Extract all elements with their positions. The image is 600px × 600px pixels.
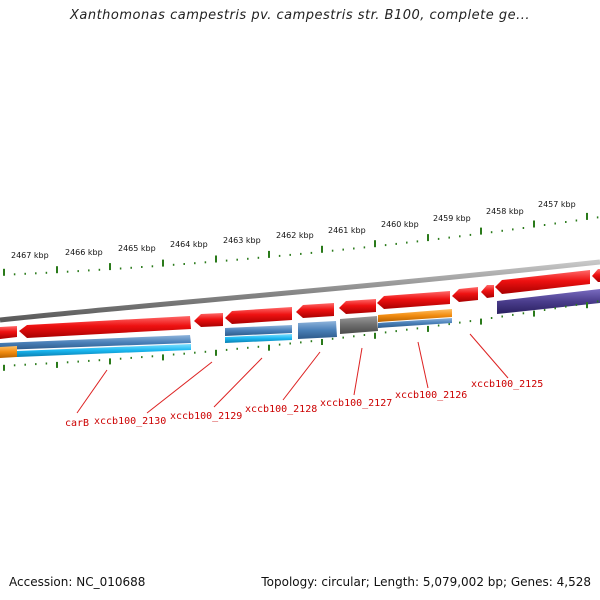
ruler-label: 2467 kbp [11,251,49,260]
feature-rows [0,289,600,358]
gene-arrow[interactable] [19,316,191,338]
cds-bar[interactable] [225,325,292,336]
gene-labels: carB xccb100_2130 xccb100_2129 xccb100_2… [65,379,543,429]
leader-line [417,341,429,389]
gene-arrow[interactable] [377,291,450,309]
leader-line [76,369,108,414]
gene-label-xccb100-2128[interactable]: xccb100_2128 [245,404,317,415]
cds-bar[interactable] [0,346,17,358]
leader-line [469,333,509,379]
backbone-track [0,259,600,323]
ruler-label: 2465 kbp [118,244,156,253]
ruler-label: 2458 kbp [486,207,524,216]
cds-bar[interactable] [378,309,452,322]
gene-label-xccb100-2127[interactable]: xccb100_2127 [320,398,392,409]
ruler-labels: 2467 kbp 2466 kbp 2465 kbp 2464 kbp 2463… [11,200,576,260]
cds-bar[interactable] [0,335,191,350]
leader-line [213,357,263,408]
gene-label-xccb100-2126[interactable]: xccb100_2126 [395,390,467,401]
gene-arrow[interactable] [296,303,334,318]
gene-arrow[interactable] [481,285,494,298]
gene-label-xccb100-2130[interactable]: xccb100_2130 [94,416,166,427]
summary-text: Topology: circular; Length: 5,079,002 bp… [261,575,591,589]
leader-line [353,347,363,396]
ruler-ticks [3,212,599,276]
cds-bar[interactable] [225,334,292,343]
gene-label-xccb100-2129[interactable]: xccb100_2129 [170,411,242,422]
cds-bar[interactable] [17,344,191,357]
gene-arrow[interactable] [194,313,223,327]
leader-line [146,361,213,414]
ruler-label: 2459 kbp [433,214,471,223]
ruler-label: 2462 kbp [276,231,314,240]
ruler-label: 2463 kbp [223,236,261,245]
accession-text: Accession: NC_010688 [9,575,146,589]
lower-ticks [3,300,599,371]
ruler-label: 2466 kbp [65,248,103,257]
cds-bar[interactable] [340,316,378,334]
gene-label-carB[interactable]: carB [65,418,89,429]
leader-line [282,351,321,401]
map-title: Xanthomonas campestris pv. campestris st… [69,8,531,23]
gene-arrow[interactable] [225,307,292,324]
gene-arrow[interactable] [452,287,478,302]
gene-label-xccb100-2125[interactable]: xccb100_2125 [471,379,543,390]
ruler-label: 2461 kbp [328,226,366,235]
gene-arrow[interactable] [339,299,376,314]
gene-arrow[interactable] [495,270,590,294]
cds-bar[interactable] [298,321,337,339]
ruler-label: 2460 kbp [381,220,419,229]
ruler-label: 2457 kbp [538,200,576,209]
ruler-label: 2464 kbp [170,240,208,249]
gene-arrow[interactable] [0,326,17,339]
cds-bar[interactable] [378,318,452,328]
leader-lines [76,333,509,414]
gene-arrow[interactable] [592,269,600,282]
forward-genes [0,269,600,339]
cds-bar[interactable] [497,289,600,314]
